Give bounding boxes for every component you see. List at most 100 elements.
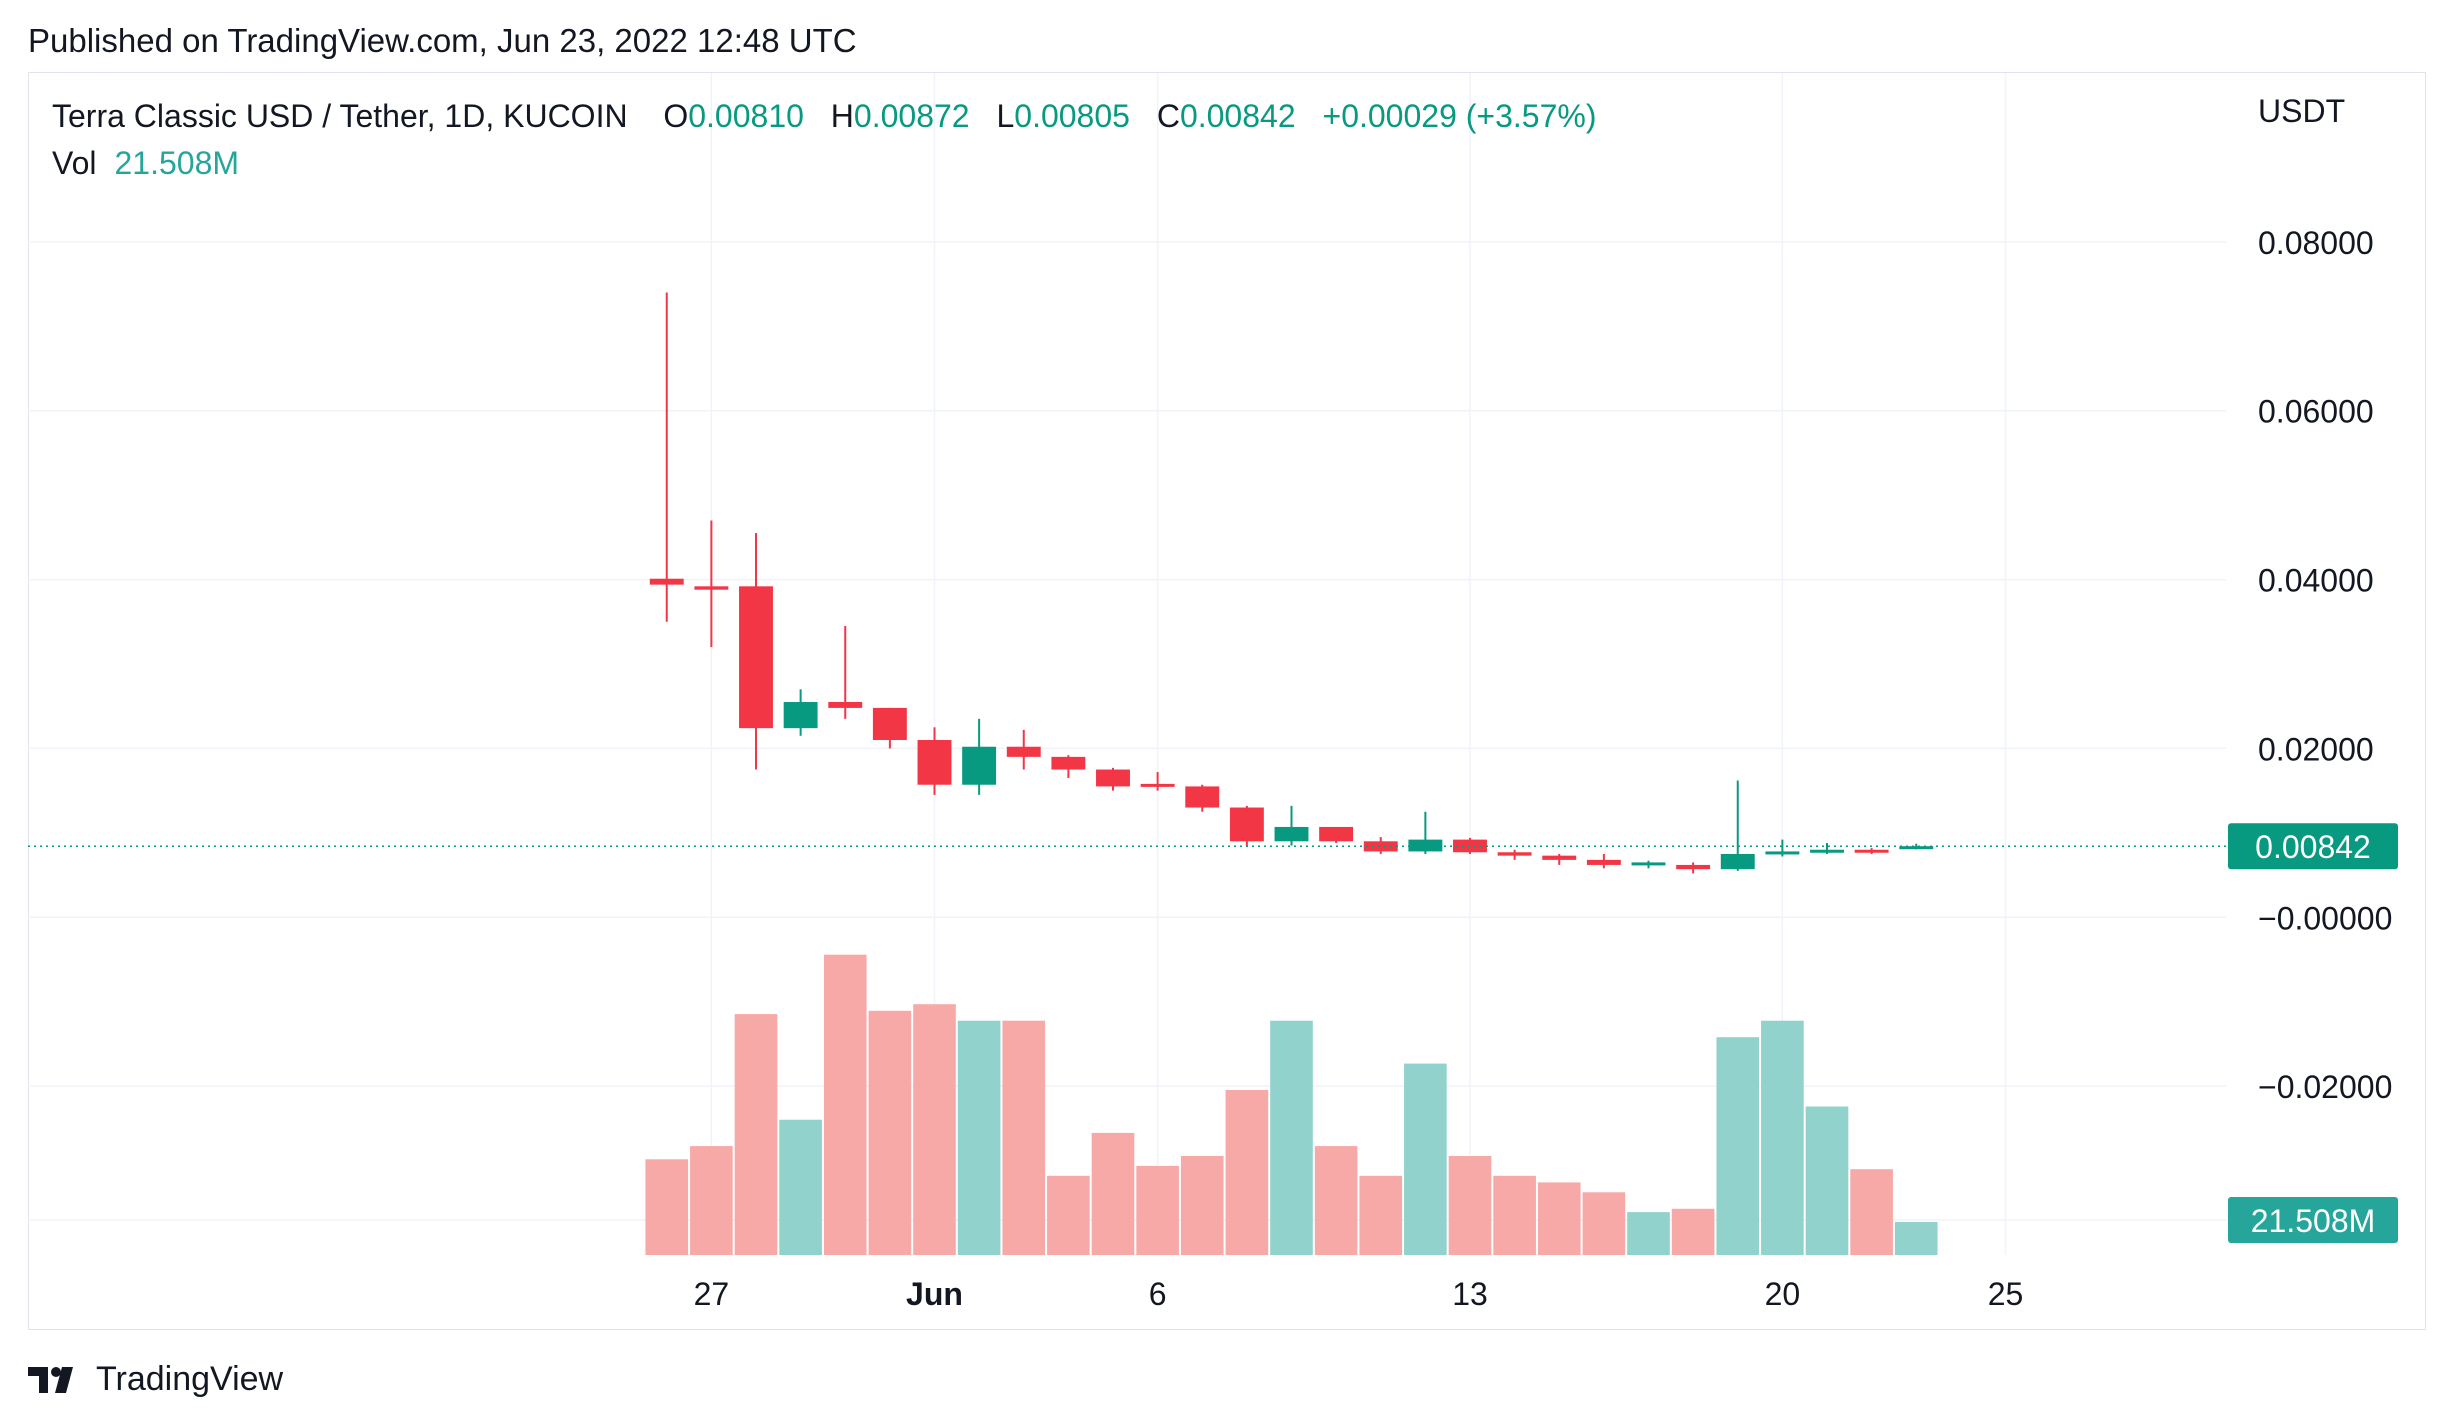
open-value: 0.00810 [688,98,804,134]
volume-bar [1671,1208,1715,1255]
volume-bar [1627,1212,1670,1255]
candle [872,707,907,749]
candle-body [1854,849,1889,853]
candle [1720,780,1755,871]
candle-body [962,746,997,785]
candle-body [917,739,952,785]
candle-body [1676,864,1711,870]
candle [1274,805,1309,846]
volume-bar [1136,1165,1179,1255]
volume-bar [1582,1192,1626,1255]
open-label: O [663,98,689,134]
candle-body [1051,756,1086,770]
volume-bar [1002,1020,1046,1255]
grid-lines [28,73,2226,1255]
candle [1140,772,1175,791]
candle-body [1229,807,1264,842]
low-value: 0.00805 [1014,98,1130,134]
price-tick-label: 0.06000 [2258,394,2374,430]
high-value: 0.00872 [853,98,970,134]
candle-body [828,701,863,708]
volume-bar [823,954,867,1255]
candle [1185,784,1220,812]
axes: 0.08000 0.06000 0.04000 0.02000 −0.00000 −0.0… [694,93,2398,1312]
volume-bar [1225,1090,1269,1255]
candle-body [1185,786,1220,808]
candle-body [739,586,773,729]
candle-body [1586,859,1621,865]
candle [962,718,997,795]
candle [917,727,952,795]
volume-bar [913,1004,956,1255]
candle-body [1319,826,1354,842]
close-label: C [1156,98,1180,134]
candle-body [1720,853,1755,870]
candle [1631,860,1666,869]
volume-badge [2228,1197,2398,1243]
candle [1810,842,1844,854]
volume-bar [779,1119,822,1255]
date-tick-label: 25 [1988,1276,2024,1312]
volume-bar [1761,1020,1804,1255]
price-tick-label: 0.02000 [2258,731,2374,767]
candle-body [1274,826,1309,842]
date-tick-label: 6 [1149,1276,1167,1312]
candle-body [1765,851,1800,855]
candle-body [649,578,684,585]
candle [1899,843,1934,850]
volume-value: 21.508M [114,145,240,181]
volume-bar [645,1159,689,1255]
candle [783,689,818,736]
chart-frame [28,72,2426,1330]
date-tick-label: Jun [906,1276,963,1312]
published-caption: Published on TradingView.com, Jun 23, 20… [28,22,857,59]
low-label: L [996,98,1015,134]
last-price-label: 0.00842 [2255,829,2371,865]
volume-bar [1047,1175,1090,1255]
candle [828,626,863,719]
price-tick-label: −0.00000 [2258,900,2392,936]
candle [1854,848,1889,854]
candle-body [872,707,907,740]
volume-bar [1537,1182,1581,1255]
volume-bar [1805,1106,1849,1255]
volume-bar [957,1020,1001,1255]
candle-body [783,701,818,729]
close-value: 0.00842 [1179,98,1296,134]
volume-bar [734,1014,778,1255]
symbol-title[interactable]: Terra Classic USD / Tether, 1D, KUCOIN [52,98,628,134]
volume-bar [1448,1156,1492,1255]
volume-bar [1359,1175,1403,1255]
candle-body [1140,783,1175,787]
candle-body [694,586,729,590]
tradingview-footer[interactable]: TradingView [28,1360,283,1399]
price-tick-label: −0.02000 [2258,1069,2392,1105]
candles [649,292,1934,874]
candle-body [1096,769,1130,787]
candle [1096,767,1130,791]
tradingview-logo-icon [28,1366,73,1393]
volume-bar [1404,1063,1447,1255]
volume-label: Vol [52,145,97,181]
high-label: H [830,98,854,134]
candle [1006,729,1041,770]
volume-legend: Vol 21.508M [52,145,239,182]
candle [1229,805,1264,846]
candle-body [1006,746,1041,757]
volume-bar [1894,1222,1938,1255]
candle [1676,862,1711,874]
volume-bar [1716,1037,1760,1255]
candle [694,520,729,648]
price-tick-label: 0.04000 [2258,563,2374,599]
candle-body [1497,852,1532,856]
candle [1542,853,1577,865]
candle-body [1899,846,1934,850]
date-tick-label: 13 [1452,1276,1488,1312]
candle [1319,826,1354,843]
volume-bar [868,1010,912,1255]
currency-label: USDT [2258,93,2345,129]
candle [1408,811,1443,854]
candle-body [1408,839,1443,852]
volume-bars [645,954,1938,1255]
